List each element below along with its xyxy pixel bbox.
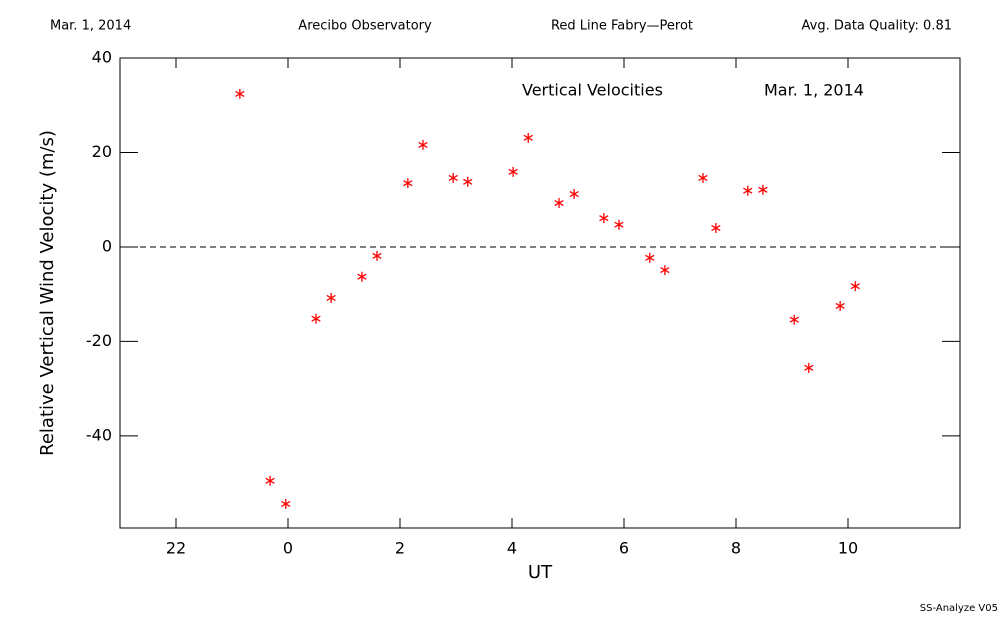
data-point <box>235 88 245 99</box>
footer: SS-Analyze V05 <box>920 603 998 614</box>
data-point <box>508 166 518 177</box>
x-tick-label: 4 <box>507 539 517 558</box>
y-tick-label: -40 <box>86 425 112 444</box>
x-tick-label: 6 <box>619 539 629 558</box>
annotation: Vertical Velocities <box>522 81 663 100</box>
data-point <box>835 300 845 311</box>
y-tick-label: 20 <box>92 142 112 161</box>
data-point <box>357 271 367 282</box>
data-point <box>265 475 275 486</box>
x-tick-label: 22 <box>166 539 186 558</box>
data-point <box>281 498 291 509</box>
data-point <box>645 252 655 263</box>
data-point <box>554 198 564 209</box>
data-point <box>743 185 753 196</box>
data-point <box>614 219 624 230</box>
header-date: Mar. 1, 2014 <box>50 19 131 34</box>
y-tick-label: -20 <box>86 331 112 350</box>
data-point <box>326 292 336 303</box>
data-point <box>523 132 533 143</box>
annotation: Mar. 1, 2014 <box>764 81 864 100</box>
data-point <box>789 314 799 325</box>
y-axis-label: Relative Vertical Wind Velocity (m/s) <box>37 130 58 456</box>
x-tick-label: 2 <box>395 539 405 558</box>
data-point <box>372 250 382 261</box>
x-axis-label: UT <box>528 562 553 583</box>
data-point <box>569 189 579 200</box>
data-point <box>463 176 473 187</box>
data-point <box>311 313 321 324</box>
x-tick-label: 0 <box>283 539 293 558</box>
y-tick-label: 40 <box>92 48 112 67</box>
y-tick-label: 0 <box>102 236 112 255</box>
data-point <box>711 223 721 234</box>
plot-frame <box>119 57 961 529</box>
data-point <box>698 172 708 183</box>
x-tick-label: 8 <box>731 539 741 558</box>
data-point <box>599 213 609 224</box>
header-site: Arecibo Observatory <box>298 19 432 34</box>
data-point <box>804 362 814 373</box>
x-tick-label: 10 <box>838 539 858 558</box>
data-point <box>850 281 860 292</box>
data-point <box>418 139 428 150</box>
data-point <box>758 184 768 195</box>
header-quality: Avg. Data Quality: 0.81 <box>802 19 952 34</box>
data-point <box>403 178 413 189</box>
data-point <box>448 172 458 183</box>
header-instrument: Red Line Fabry—Perot <box>551 19 693 34</box>
data-point <box>660 265 670 276</box>
